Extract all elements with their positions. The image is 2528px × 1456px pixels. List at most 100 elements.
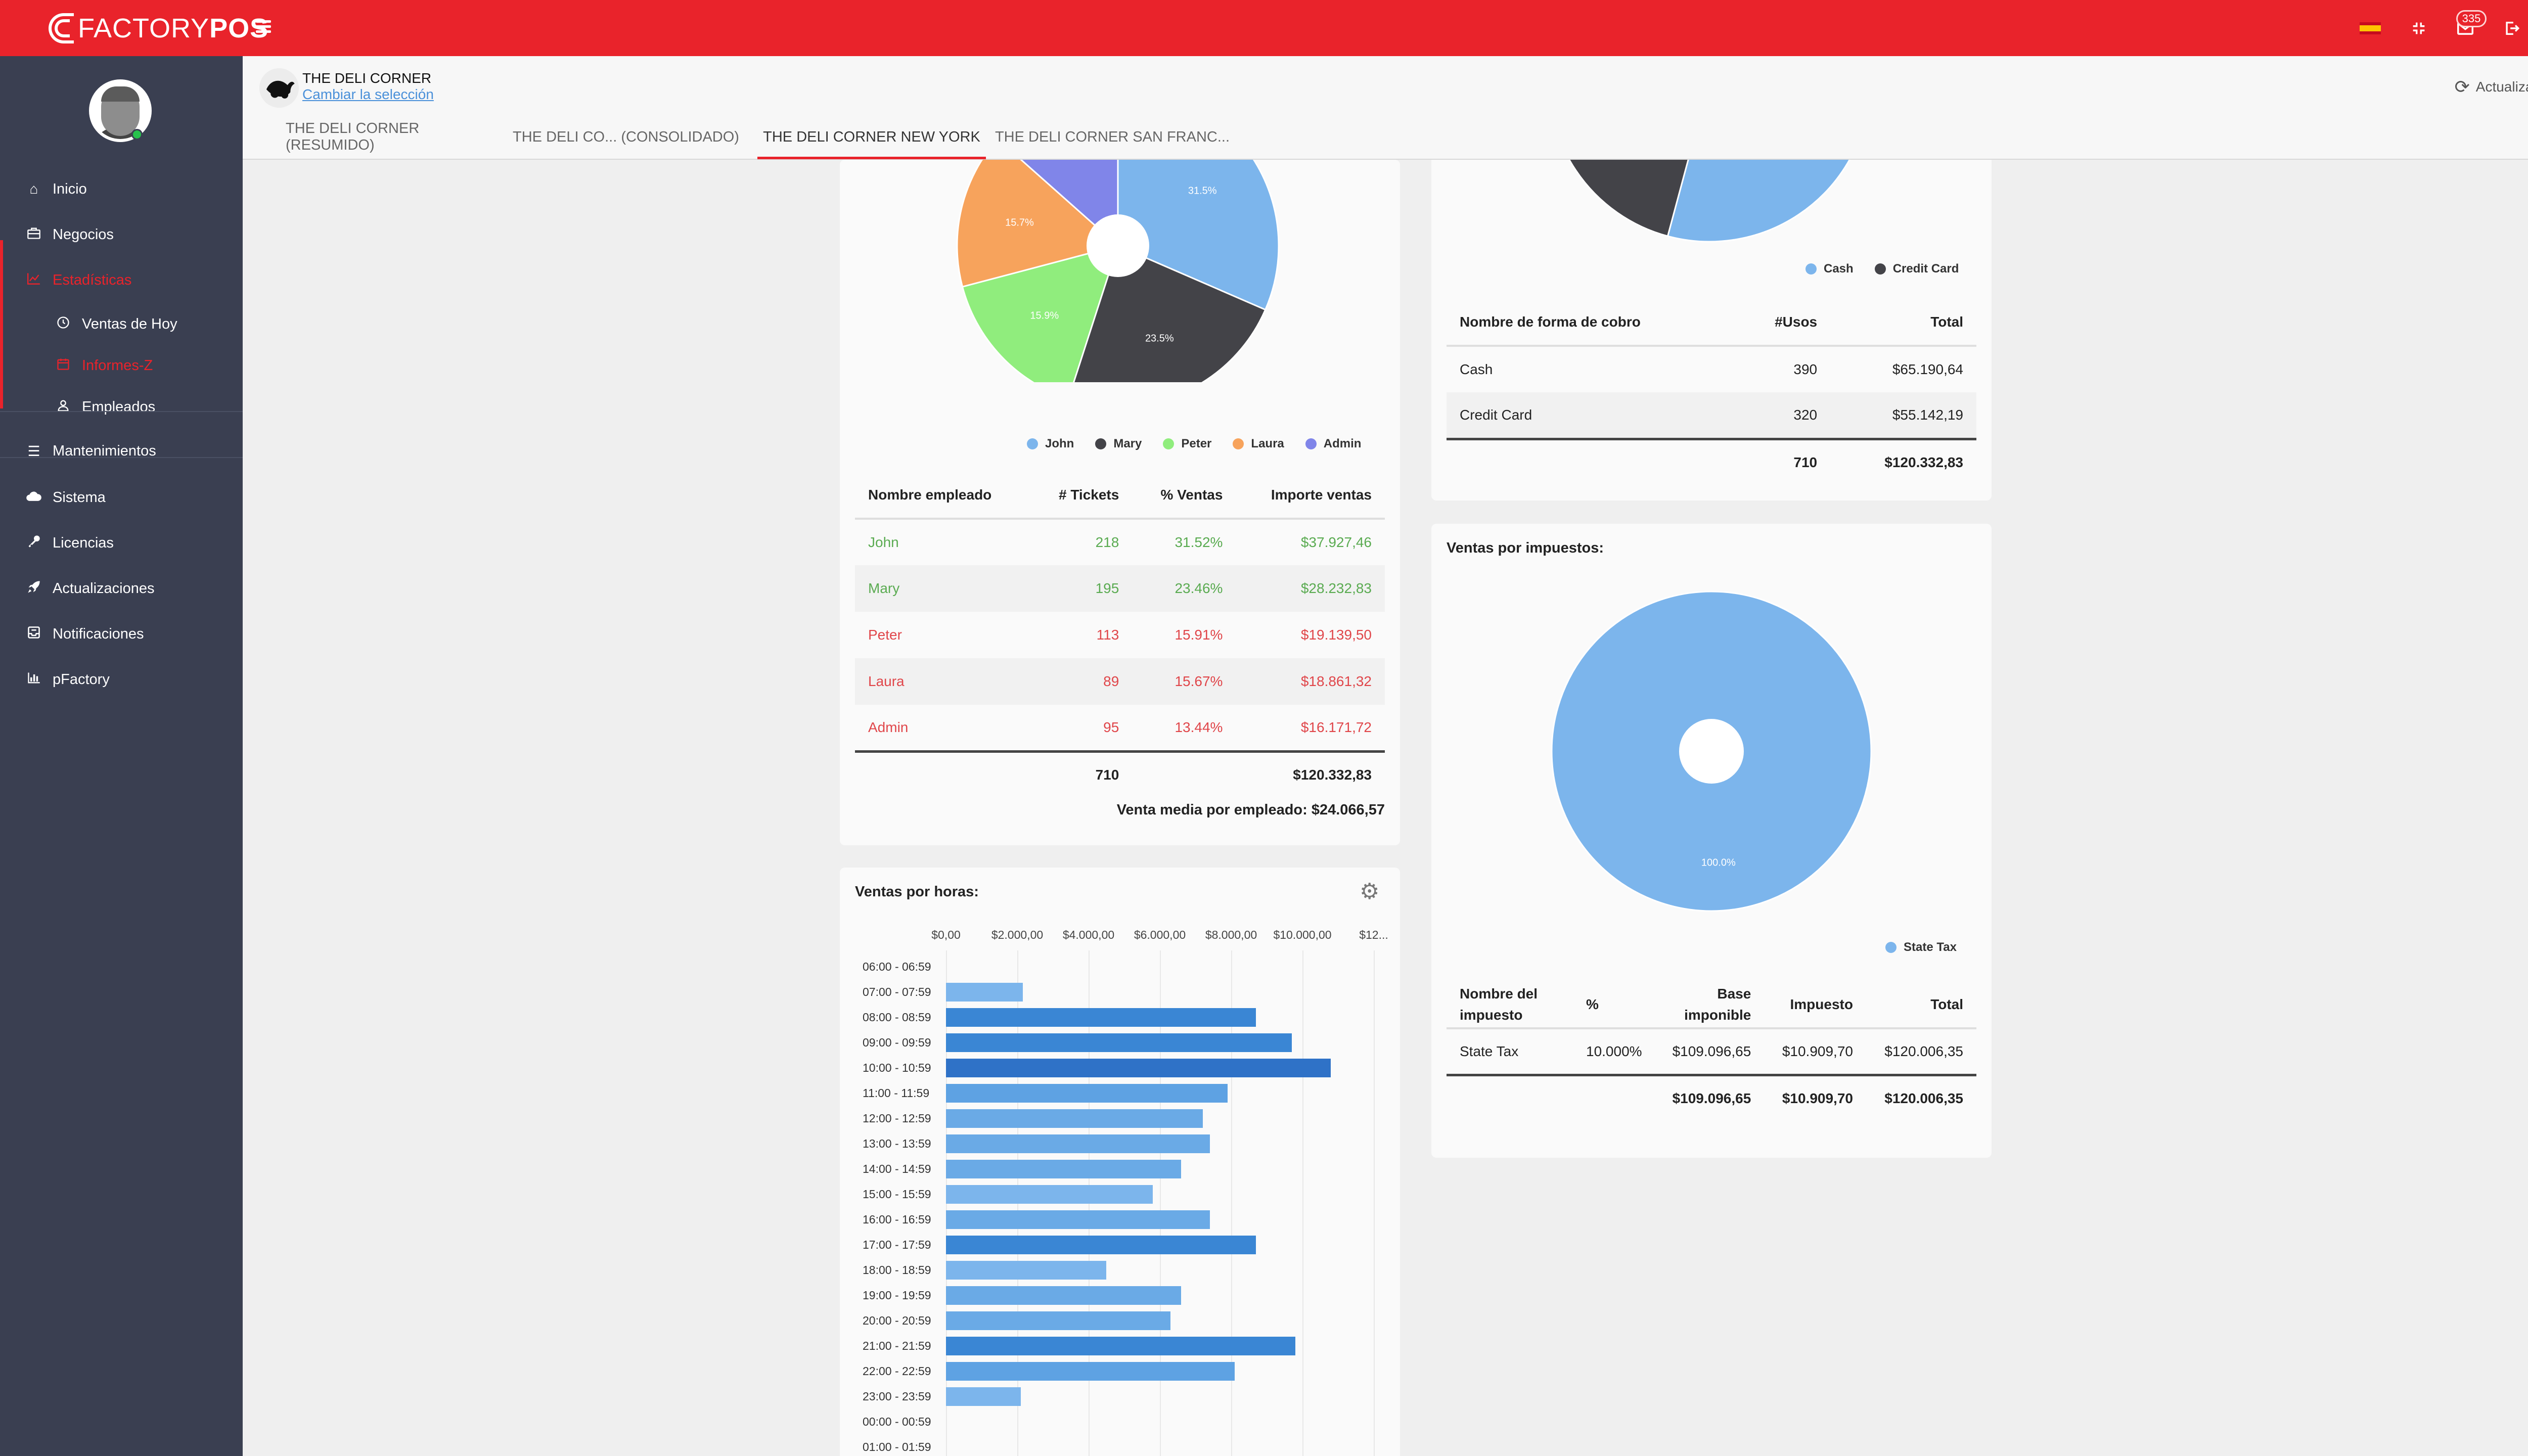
chart-category-label: 22:00 - 22:59 (863, 1364, 931, 1378)
bar-chart-icon (25, 671, 42, 688)
sidebar-item-notificaciones[interactable]: Notificaciones (0, 619, 243, 649)
logo-suffix: POS (209, 13, 269, 43)
chart-category-label: 01:00 - 01:59 (863, 1440, 931, 1453)
chart-bar[interactable] (946, 1362, 1235, 1381)
chart-bar[interactable] (946, 1008, 1256, 1027)
legend-credit-card[interactable]: Credit Card (1874, 262, 1959, 276)
col-tax-total[interactable]: Total (1866, 982, 1976, 1029)
table-total-row: $109.096,65 $10.909,70 $120.006,35 (1447, 1073, 1976, 1121)
legend-state-tax[interactable]: State Tax (1885, 940, 1957, 954)
chart-bar[interactable] (946, 1311, 1171, 1330)
sidebar-item-licencias[interactable]: Licencias (0, 528, 243, 558)
active-group-indicator (0, 240, 3, 408)
legend-laura[interactable]: Laura (1233, 437, 1284, 451)
tax-sales-panel: Ventas por impuestos: 100.0% State Tax N… (1431, 524, 1992, 1158)
chart-tick-label: $0,00 (931, 928, 961, 941)
chart-bar[interactable] (946, 1337, 1295, 1355)
chart-bar[interactable] (946, 1261, 1107, 1280)
fullscreen-icon[interactable] (2408, 17, 2430, 39)
sidebar-item-negocios[interactable]: Negocios (0, 219, 243, 250)
col-pct-sales[interactable]: % Ventas (1132, 472, 1236, 520)
chart-bar[interactable] (946, 1084, 1228, 1103)
chart-category-label: 13:00 - 13:59 (863, 1137, 931, 1150)
sidebar-item-mantenimientos[interactable]: ☰ Mantenimientos (0, 436, 243, 466)
chart-bar[interactable] (946, 1134, 1210, 1153)
inbox-icon (25, 625, 42, 643)
store-logo-icon[interactable] (259, 68, 299, 108)
tab-new-york[interactable]: THE DELI CORNER NEW YORK (757, 115, 986, 159)
chart-gridline (1302, 950, 1303, 1456)
chart-bar[interactable] (946, 1286, 1182, 1305)
chart-bar[interactable] (946, 1387, 1021, 1406)
store-name: THE DELI CORNER (302, 70, 432, 86)
chart-bar[interactable] (946, 1160, 1182, 1178)
clock-icon (55, 315, 72, 333)
legend-john[interactable]: John (1027, 437, 1074, 451)
chart-category-label: 19:00 - 19:59 (863, 1289, 931, 1302)
legend-admin[interactable]: Admin (1305, 437, 1361, 451)
refresh-all-button[interactable]: ⟳ Actualizar todo (2454, 76, 2528, 97)
chart-bar[interactable] (946, 1109, 1203, 1128)
home-icon: ⌂ (29, 181, 38, 197)
refresh-icon: ⟳ (2454, 76, 2470, 97)
sidebar-item-inicio[interactable]: ⌂ Inicio (0, 174, 243, 204)
logo-mark-icon (49, 13, 75, 43)
chart-category-label: 14:00 - 14:59 (863, 1162, 931, 1175)
col-total[interactable]: Total (1830, 299, 1976, 347)
logout-icon[interactable] (2501, 17, 2523, 39)
pie-slice-peter[interactable] (961, 244, 1119, 382)
sidebar-item-estadisticas[interactable]: Estadísticas (0, 265, 243, 295)
tab-resumido[interactable]: THE DELI CORNER (RESUMIDO) (286, 120, 420, 153)
col-employee-name[interactable]: Nombre empleado (855, 472, 1031, 520)
chart-bar[interactable] (946, 1185, 1153, 1204)
tab-san-francisco[interactable]: THE DELI CORNER SAN FRANC... (995, 128, 1230, 145)
sidebar-item-sistema[interactable]: Sistema (0, 482, 243, 513)
sidebar-item-label: Negocios (53, 226, 114, 243)
col-payment-method[interactable]: Nombre de forma de cobro (1447, 299, 1735, 347)
app-logo[interactable]: FACTORY POS (49, 12, 268, 44)
sidebar-item-empleados[interactable]: Empleados (0, 392, 243, 422)
menu-toggle-icon[interactable] (256, 20, 271, 33)
col-tax-base[interactable]: Base imponible (1659, 982, 1765, 1029)
online-status-icon (131, 129, 143, 140)
tab-consolidado[interactable]: THE DELI CO... (CONSOLIDADO) (513, 128, 739, 145)
col-tickets[interactable]: # Tickets (1030, 472, 1133, 520)
pie-data-label: 15.7% (1005, 217, 1034, 229)
chart-tick-label: $10.000,00 (1273, 928, 1332, 941)
chart-bar[interactable] (946, 983, 1023, 1002)
chart-gridline (1231, 950, 1232, 1456)
chart-bar[interactable] (946, 1059, 1331, 1077)
sidebar-item-actualizaciones[interactable]: Actualizaciones (0, 573, 243, 604)
pie-data-label: 100.0% (1701, 857, 1736, 869)
sidebar-item-ventas-de-hoy[interactable]: Ventas de Hoy (0, 309, 243, 339)
notifications-badge[interactable]: 335 (2456, 10, 2487, 27)
spain-flag-icon[interactable] (2360, 22, 2381, 34)
legend-mary[interactable]: Mary (1095, 437, 1142, 451)
pie-center-hole (1679, 719, 1744, 784)
col-tax-name[interactable]: Nombre del impuesto (1447, 982, 1573, 1029)
gear-icon[interactable]: ⚙ (1360, 879, 1380, 904)
sidebar-item-pfactory[interactable]: pFactory (0, 664, 243, 695)
legend-cash[interactable]: Cash (1805, 262, 1854, 276)
change-selection-link[interactable]: Cambiar la selección (302, 86, 434, 102)
pie-slice-mary[interactable] (1068, 244, 1267, 382)
col-sales-amount[interactable]: Importe ventas (1236, 472, 1385, 520)
legend-peter[interactable]: Peter (1163, 437, 1211, 451)
employee-legend: John Mary Peter Laura Admin (1027, 437, 1382, 451)
chart-bar[interactable] (946, 1033, 1292, 1052)
chart-bar[interactable] (946, 1236, 1256, 1254)
table-row: Cash 390 $65.190,64 (1460, 361, 1963, 377)
table-row: Mary 195 23.46% $28.232,83 (855, 565, 1385, 612)
sidebar-item-informes-z[interactable]: Informes-Z (0, 350, 243, 381)
chart-category-label: 15:00 - 15:59 (863, 1188, 931, 1201)
payment-legend: Cash Credit Card (1805, 262, 1980, 276)
col-uses[interactable]: #Usos (1734, 299, 1831, 347)
chart-bar[interactable] (946, 1210, 1210, 1229)
col-tax-amount[interactable]: Impuesto (1764, 982, 1866, 1029)
sidebar-divider (0, 457, 243, 458)
col-tax-pct[interactable]: % (1573, 982, 1659, 1029)
user-icon (55, 398, 72, 416)
pie-data-label: 31.5% (1188, 185, 1217, 196)
sidebar-item-label: Estadísticas (53, 271, 132, 288)
pie-data-label: 23.5% (1145, 333, 1174, 344)
